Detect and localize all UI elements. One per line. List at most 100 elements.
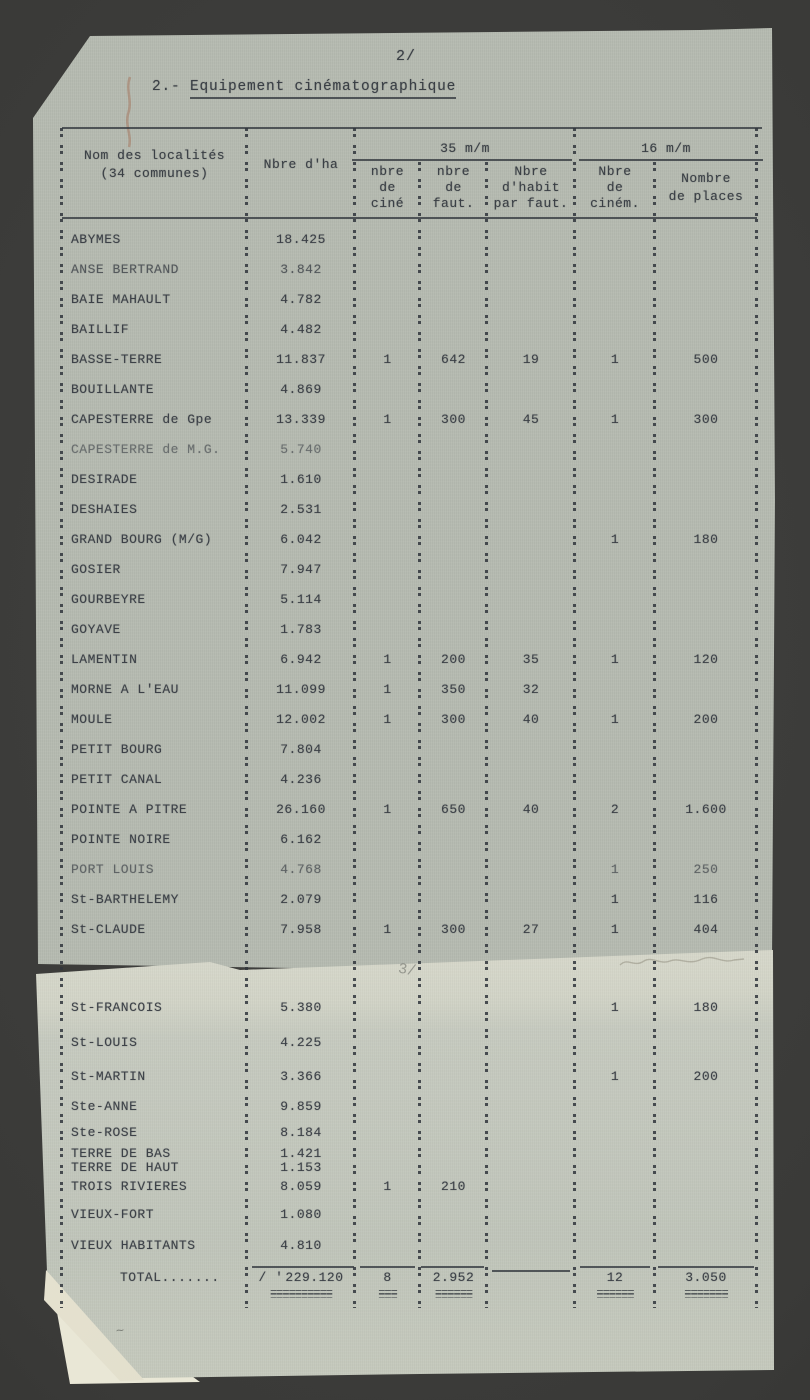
table-row: DESHAIES 2.531 [62,494,757,524]
separator-cine-faut [418,162,421,1308]
cell-ha: 1.080 [280,1206,322,1222]
cell-ha: 4.768 [280,861,322,877]
table-row: GOSIER 7.947 [62,554,757,584]
cell-places: 180 [693,531,719,547]
cell-cine16: 1 [610,999,620,1015]
cell-name: BAIE MAHAULT [71,291,171,307]
cell-cine35: 1 [383,681,392,697]
cell-ha: 18.425 [276,231,326,247]
cell-ha: 2.531 [280,501,322,517]
section-number: 2.- [152,79,181,95]
table-row: BOUILLANTE 4.869 [62,374,757,404]
cell-name: PETIT BOURG [71,741,163,757]
cell-ha: 12.002 [276,711,326,727]
cell-ha: 26.160 [276,801,326,817]
header-habit-l3: par faut. [493,196,569,211]
table-body-sheet1: ABYMES 18.425 ANSE BERTRAND 3.842 BAIE MAHAU… [62,224,757,944]
cell-faut: 210 [441,1178,466,1194]
table-body-sheet2: St-FRANCOIS 5.380 1 180 St-LOUIS 4.225 St-MART… [62,990,757,1261]
cell-name: LAMENTIN [71,651,138,667]
cell-name: PETIT CANAL [71,771,163,787]
table-row: LAMENTIN 6.942 1 200 35 1 120 [62,644,757,674]
cell-ha: 3.366 [280,1069,322,1084]
cell-name: MOULE [71,711,113,727]
cell-faut: 300 [441,711,466,727]
cell-name: St-CLAUDE [71,921,146,937]
cell-name: POINTE A PITRE [71,801,188,817]
table-row: VIEUX HABITANTS 4.810 [62,1229,757,1261]
table-row: PORT LOUIS 4.768 1 250 [62,854,757,884]
table-row: GRAND BOURG (M/G) 6.042 1 180 [62,524,757,554]
cell-name: BASSE-TERRE [71,351,163,367]
table-row: GOYAVE 1.783 [62,614,757,644]
rust-smudge [126,76,132,148]
cell-name: DESIRADE [71,471,138,487]
header-bottom-rule [62,217,757,219]
cell-ha: 3.842 [280,261,322,277]
cell-ha: 5.114 [280,591,322,607]
table-row: GOURBEYRE 5.114 [62,584,757,614]
separator-faut-habit [485,162,488,1308]
cell-cine16: 1 [610,1069,620,1084]
table-row: DESIRADE 1.610 [62,464,757,494]
rule-under-16mm [579,159,763,161]
cell-name: Ste-ANNE [71,1098,138,1114]
header-cine35-l1: nbre [370,164,405,179]
cell-cine16: 1 [610,531,620,547]
header-group-16mm: 16 m/m [641,141,691,156]
table-row: MORNE A L'EAU 11.099 1 350 32 [62,674,757,704]
total-slash-mark: / ' [258,1269,284,1285]
cell-faut: 300 [441,411,466,427]
cell-habit: 32 [522,681,540,697]
cell-name: PORT LOUIS [71,861,155,877]
header-places-l2: de places [668,189,744,204]
table-row: BAIE MAHAULT 4.782 [62,284,757,314]
total-overline-faut [421,1266,484,1268]
table-row: St-MARTIN 3.366 1 200 [62,1060,757,1093]
table-row: St-LOUIS 4.225 [62,1024,757,1060]
cell-habit: 35 [522,651,540,667]
cell-name: CAPESTERRE de Gpe [71,411,213,427]
cell-places: 200 [693,711,719,727]
header-cine16-l1: Nbre [598,164,632,179]
cell-ha: 4.225 [280,1034,322,1050]
header-cine16-l3: ciném. [590,196,640,211]
cell-faut: 350 [441,681,466,697]
cell-places: 200 [693,1069,719,1084]
rule-under-35mm [352,159,572,161]
table-row: PETIT CANAL 4.236 [62,764,757,794]
section-title: 2.- Equipement cinématographique [152,79,457,99]
cell-ha: 7.804 [280,741,322,757]
cell-cine16: 1 [610,921,620,937]
table-row: MOULE 12.002 1 300 40 1 200 [62,704,757,734]
cell-cine16: 1 [610,351,620,367]
table-border-left [60,128,63,1308]
header-cine35-l2: de [379,180,396,195]
pencil-mark: ~ [114,1323,126,1341]
cell-habit: 40 [522,711,540,727]
cell-habit: 27 [522,921,540,937]
cell-places: 404 [693,921,719,937]
cell-name: VIEUX HABITANTS [71,1237,196,1253]
table-top-rule [62,127,762,129]
header-habit-l1: Nbre [514,164,548,179]
cell-name: MORNE A L'EAU [71,681,179,697]
table-row: BASSE-TERRE 11.837 1 642 19 1 500 [62,344,757,374]
separator-35mm-16mm [573,128,576,1308]
cell-places: 1.600 [685,801,727,817]
cell-ha: 1.610 [280,471,322,487]
cell-name: St-MARTIN [71,1069,146,1084]
total-faut: 2.952 [432,1269,475,1285]
table-row: St-BARTHELEMY 2.079 1 116 [62,884,757,914]
cell-cine35: 1 [383,921,392,937]
total-overline-cine16 [580,1266,650,1268]
cell-name: GOURBEYRE [71,591,146,607]
total-places: 3.050 [685,1269,727,1285]
cell-habit: 45 [522,411,540,427]
separator-cinem-places [653,162,656,1308]
table-row: TERRE DE BAS 1.421 [62,1146,757,1161]
cell-ha: 5.380 [280,999,322,1015]
total-row: TOTAL....... / ' 229.120 8 2.952 12 3.050 [62,1262,757,1292]
cell-cine35: 1 [383,351,392,367]
